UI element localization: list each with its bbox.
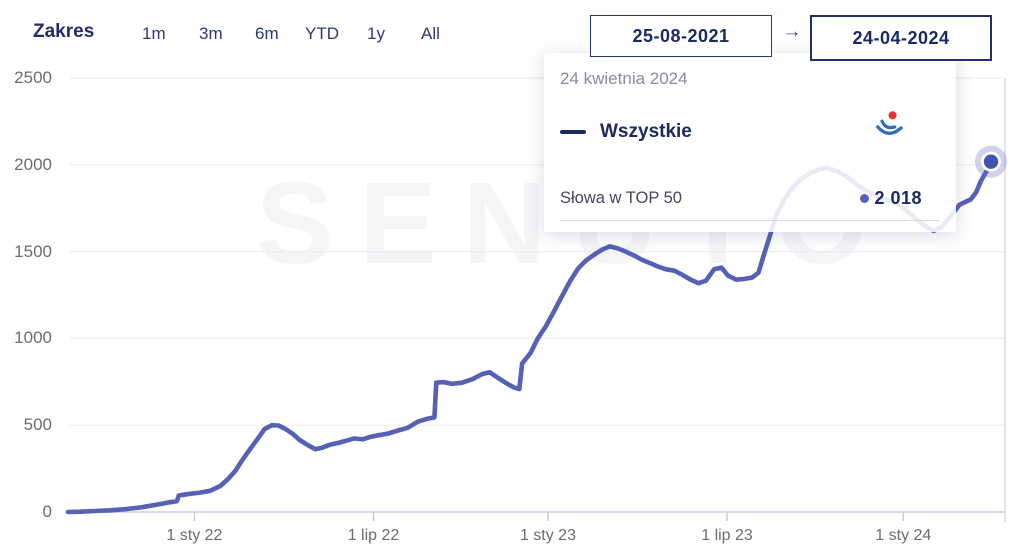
range-button-ytd[interactable]: YTD [301,22,343,46]
range-button-1m[interactable]: 1m [138,22,170,46]
y-axis-label-2500: 2500 [14,68,52,87]
date-from-input[interactable]: 25-08-2021 [590,15,772,57]
tooltip-date: 24 kwietnia 2024 [560,69,688,88]
x-axis-label-3: 1 lip 23 [701,527,753,544]
series-name: Wszystkie [600,121,692,142]
y-axis-label-2000: 2000 [14,154,52,174]
range-button-3m[interactable]: 3m [195,22,227,46]
y-axis-label-1000: 1000 [14,328,52,348]
tooltip-metric-label: Słowa w TOP 50 [560,189,682,207]
x-axis-label-4: 1 sty 24 [875,527,932,544]
tooltip-value: 2 018 [874,188,922,208]
tooltip-legend-row: Wszystkie [560,121,692,143]
tooltip-divider [560,220,940,221]
end-marker-point [983,154,999,169]
series-line-swatch [560,130,586,134]
date-range-arrow-icon: → [782,21,802,42]
value-dot-icon [860,194,870,203]
tooltip-value-row: 2 018 [860,188,922,209]
x-axis-label-0: 1 sty 22 [166,527,223,544]
range-button-1y[interactable]: 1y [363,22,389,46]
senuto-logo-icon [876,111,903,135]
y-axis-label-500: 500 [23,415,52,435]
range-label: Zakres [33,21,95,42]
x-axis-label-2: 1 sty 23 [519,527,576,544]
range-button-6m[interactable]: 6m [251,22,283,46]
date-to-input[interactable]: 24-04-2024 [810,15,992,61]
y-axis-label-0: 0 [42,502,52,521]
chart-tooltip: 24 kwietnia 2024 Wszystkie Słowa w TOP 5… [544,53,956,232]
range-button-all[interactable]: All [417,22,444,46]
x-axis-label-1: 1 lip 22 [347,527,400,544]
y-axis-label-1500: 1500 [14,241,52,261]
